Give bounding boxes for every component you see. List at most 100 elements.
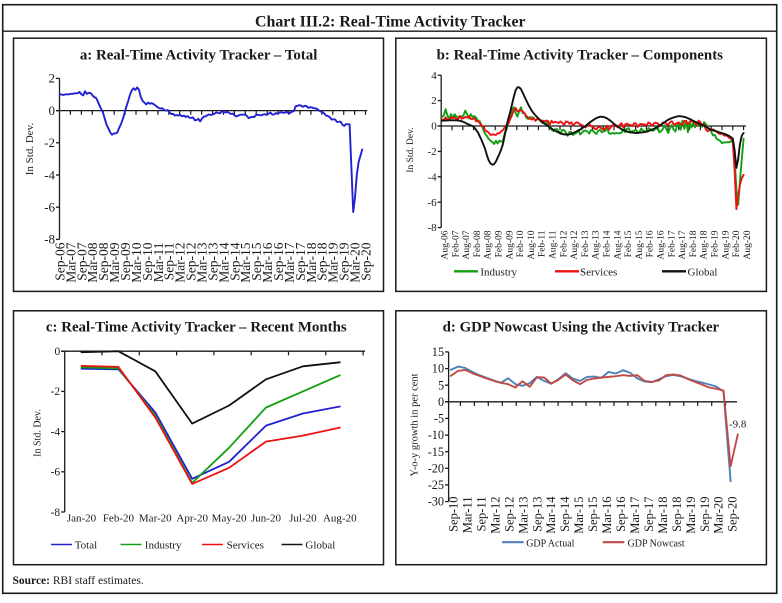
svg-text:Sep-19: Sep-19 bbox=[337, 242, 352, 280]
svg-text:5: 5 bbox=[438, 378, 444, 392]
svg-text:In Std. Dev.: In Std. Dev. bbox=[24, 123, 36, 176]
svg-text:-6: -6 bbox=[44, 200, 55, 215]
svg-text:May-20: May-20 bbox=[212, 513, 247, 525]
svg-text:Industry: Industry bbox=[145, 539, 182, 551]
svg-text:Feb-15: Feb-15 bbox=[624, 230, 634, 257]
svg-text:Mar-12: Mar-12 bbox=[173, 243, 188, 283]
svg-text:Aug-14: Aug-14 bbox=[613, 230, 623, 259]
svg-text:Sep-20: Sep-20 bbox=[726, 497, 740, 532]
svg-text:Aug-18: Aug-18 bbox=[700, 230, 710, 259]
svg-text:-4: -4 bbox=[428, 171, 438, 183]
svg-text:Mar-20: Mar-20 bbox=[712, 497, 726, 534]
svg-text:Sep-17: Sep-17 bbox=[642, 497, 656, 532]
svg-text:Aug-20: Aug-20 bbox=[743, 230, 753, 259]
svg-text:Mar-08: Mar-08 bbox=[85, 242, 100, 282]
svg-text:-8: -8 bbox=[428, 222, 438, 234]
svg-text:-9.8: -9.8 bbox=[729, 419, 747, 431]
svg-text:Feb-14: Feb-14 bbox=[603, 230, 613, 257]
svg-text:Chart III.2: Real-Time Activit: Chart III.2: Real-Time Activity Tracker bbox=[255, 13, 526, 30]
svg-text:-4: -4 bbox=[44, 167, 55, 182]
svg-text:Feb-08: Feb-08 bbox=[473, 230, 483, 257]
svg-text:Sep-11: Sep-11 bbox=[474, 497, 488, 532]
svg-text:-2: -2 bbox=[44, 135, 55, 150]
svg-text:2: 2 bbox=[49, 71, 56, 86]
svg-text:-6: -6 bbox=[428, 197, 438, 209]
svg-text:Jul-20: Jul-20 bbox=[289, 513, 317, 525]
svg-text:Feb-11: Feb-11 bbox=[538, 230, 548, 257]
svg-text:Industry: Industry bbox=[480, 266, 517, 278]
svg-text:Sep-09: Sep-09 bbox=[118, 242, 133, 280]
svg-text:Mar-07: Mar-07 bbox=[63, 242, 78, 282]
svg-text:Feb-18: Feb-18 bbox=[689, 230, 699, 257]
svg-text:Aug-08: Aug-08 bbox=[484, 230, 494, 259]
svg-text:Aug-16: Aug-16 bbox=[657, 230, 667, 259]
svg-text:Aug-12: Aug-12 bbox=[570, 230, 580, 259]
svg-text:Mar-13: Mar-13 bbox=[516, 497, 530, 534]
svg-text:c: Real-Time Activity Tracker: c: Real-Time Activity Tracker – Recent M… bbox=[46, 320, 347, 336]
svg-text:Aug-10: Aug-10 bbox=[527, 230, 537, 259]
svg-text:2: 2 bbox=[431, 95, 437, 107]
svg-text:Sep-15: Sep-15 bbox=[249, 242, 264, 280]
svg-text:Mar-20: Mar-20 bbox=[348, 242, 363, 282]
svg-text:Sep-13: Sep-13 bbox=[530, 497, 544, 532]
svg-text:Mar-11: Mar-11 bbox=[151, 243, 166, 283]
svg-text:Sep-14: Sep-14 bbox=[558, 496, 572, 532]
svg-text:-20: -20 bbox=[428, 461, 444, 475]
svg-text:Mar-17: Mar-17 bbox=[628, 497, 642, 534]
svg-text:-15: -15 bbox=[428, 445, 444, 459]
svg-text:Mar-10: Mar-10 bbox=[129, 242, 144, 282]
svg-text:Feb-16: Feb-16 bbox=[646, 230, 656, 257]
svg-text:Feb-09: Feb-09 bbox=[495, 230, 505, 257]
svg-text:Mar-20: Mar-20 bbox=[139, 513, 172, 525]
svg-text:Jan-20: Jan-20 bbox=[67, 513, 97, 525]
svg-text:-8: -8 bbox=[44, 232, 55, 247]
svg-text:Mar-16: Mar-16 bbox=[260, 242, 275, 282]
svg-text:Aug-06: Aug-06 bbox=[441, 230, 451, 259]
svg-text:Sep-15: Sep-15 bbox=[586, 497, 600, 532]
svg-text:Sep-20: Sep-20 bbox=[358, 242, 373, 280]
svg-text:Feb-10: Feb-10 bbox=[516, 230, 526, 257]
svg-text:b: Real-Time Activity Tracker: b: Real-Time Activity Tracker – Componen… bbox=[437, 48, 724, 64]
svg-text:Mar-14: Mar-14 bbox=[544, 496, 558, 534]
svg-text:Jun-20: Jun-20 bbox=[251, 513, 281, 525]
svg-text:Services: Services bbox=[227, 539, 264, 551]
svg-text:Mar-09: Mar-09 bbox=[107, 242, 122, 282]
svg-text:Mar-14: Mar-14 bbox=[216, 242, 231, 282]
svg-text:Sep-10: Sep-10 bbox=[140, 242, 155, 280]
svg-text:Total: Total bbox=[75, 539, 97, 551]
svg-text:Apr-20: Apr-20 bbox=[176, 513, 208, 525]
svg-text:Mar-18: Mar-18 bbox=[304, 242, 319, 282]
svg-text:Global: Global bbox=[688, 266, 718, 278]
svg-text:-10: -10 bbox=[428, 428, 444, 442]
svg-text:Sep-07: Sep-07 bbox=[74, 242, 89, 280]
svg-text:10: 10 bbox=[432, 362, 444, 376]
svg-text:-6: -6 bbox=[51, 467, 61, 479]
svg-text:Aug-17: Aug-17 bbox=[678, 230, 688, 259]
svg-text:-8: -8 bbox=[51, 507, 61, 519]
svg-text:Mar-15: Mar-15 bbox=[238, 242, 253, 282]
svg-text:Feb-12: Feb-12 bbox=[559, 230, 569, 257]
svg-text:Sep-10: Sep-10 bbox=[447, 497, 461, 532]
svg-text:Sep-12: Sep-12 bbox=[184, 243, 199, 281]
svg-text:Sep-11: Sep-11 bbox=[162, 243, 177, 281]
svg-text:Mar-16: Mar-16 bbox=[600, 497, 614, 534]
svg-text:Aug-13: Aug-13 bbox=[592, 230, 602, 259]
svg-text:Mar-12: Mar-12 bbox=[488, 497, 502, 534]
svg-text:Source: RBI staff estimates.: Source: RBI staff estimates. bbox=[13, 575, 144, 587]
svg-text:Aug-11: Aug-11 bbox=[549, 230, 559, 259]
svg-text:Services: Services bbox=[580, 266, 617, 278]
svg-text:Mar-17: Mar-17 bbox=[282, 242, 297, 282]
svg-text:Feb-20: Feb-20 bbox=[732, 230, 742, 257]
svg-text:a: Real-Time Activity Tracker: a: Real-Time Activity Tracker – Total bbox=[80, 48, 318, 64]
svg-text:Global: Global bbox=[305, 539, 335, 551]
svg-text:-5: -5 bbox=[434, 412, 444, 426]
svg-text:Sep-08: Sep-08 bbox=[96, 242, 111, 280]
svg-text:Aug-07: Aug-07 bbox=[462, 230, 472, 259]
svg-text:Sep-16: Sep-16 bbox=[614, 497, 628, 532]
svg-text:Aug-15: Aug-15 bbox=[635, 230, 645, 259]
svg-text:Feb-13: Feb-13 bbox=[581, 230, 591, 257]
svg-text:Mar-13: Mar-13 bbox=[195, 242, 210, 282]
svg-text:In Std. Dev.: In Std. Dev. bbox=[406, 127, 416, 172]
svg-text:Sep-17: Sep-17 bbox=[293, 242, 308, 280]
svg-text:Feb-17: Feb-17 bbox=[667, 230, 677, 257]
